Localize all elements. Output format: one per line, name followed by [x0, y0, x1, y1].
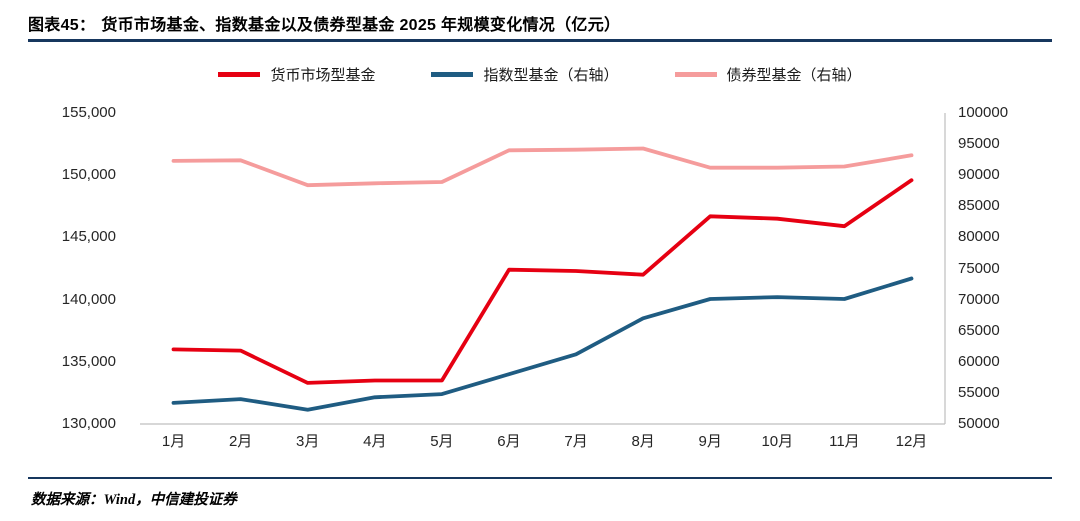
x-axis-tick: 7月: [564, 433, 588, 450]
legend-item-1: 货币市场型基金: [218, 64, 375, 85]
x-axis-tick: 8月: [631, 433, 655, 450]
x-axis-tick: 5月: [430, 433, 454, 450]
title-divider: [28, 39, 1052, 42]
x-axis-tick: 10月: [761, 433, 794, 450]
x-axis-tick: 11月: [829, 433, 860, 450]
x-axis-tick: 3月: [296, 433, 320, 450]
left-axis-tick: 155,000: [61, 104, 116, 121]
left-axis-tick: 140,000: [61, 290, 116, 308]
x-axis-tick: 4月: [363, 433, 387, 450]
right-axis-tick: 70000: [958, 290, 1000, 308]
right-axis-tick: 90000: [958, 166, 1000, 184]
legend: 货币市场型基金 指数型基金（右轴） 债券型基金（右轴）: [0, 64, 1080, 85]
legend-label: 指数型基金（右轴）: [483, 67, 619, 84]
x-axis-tick: 12月: [895, 433, 928, 450]
right-axis-tick: 75000: [958, 259, 1000, 277]
left-axis-tick: 130,000: [61, 415, 116, 432]
legend-item-3: 债券型基金（右轴）: [674, 64, 862, 85]
right-axis-tick: 100000: [958, 104, 1009, 121]
x-axis-tick: 2月: [228, 433, 253, 450]
legend-label: 货币市场型基金: [270, 67, 376, 84]
left-axis-tick: 145,000: [61, 228, 116, 246]
legend-swatch-icon: [218, 72, 261, 77]
figure-title: 货币市场基金、指数基金以及债券型基金 2025 年规模变化情况（亿元）: [101, 17, 621, 34]
x-axis-tick: 1月: [161, 433, 186, 450]
legend-item-2: 指数型基金（右轴）: [431, 64, 619, 85]
figure-header: 图表45： 货币市场基金、指数基金以及债券型基金 2025 年规模变化情况（亿元）: [28, 11, 620, 35]
chart-canvas: [140, 113, 946, 425]
data-source: 数据来源：Wind，中信建投证券: [31, 492, 237, 508]
figure-number: 图表45：: [28, 17, 96, 34]
left-axis-tick: 135,000: [61, 352, 116, 370]
right-axis-tick: 85000: [958, 197, 1000, 215]
left-axis-tick: 150,000: [61, 166, 116, 184]
right-axis-tick: 50000: [958, 415, 1000, 432]
legend-swatch-icon: [431, 72, 474, 77]
footer-divider: [28, 477, 1052, 479]
legend-label: 债券型基金（右轴）: [726, 67, 862, 84]
right-axis-tick: 55000: [958, 383, 1000, 401]
right-axis-tick: 60000: [958, 352, 1000, 370]
right-axis-tick: 65000: [958, 321, 1000, 339]
right-axis-tick: 95000: [958, 135, 1000, 153]
right-axis-tick: 80000: [958, 228, 1000, 246]
legend-swatch-icon: [674, 72, 717, 77]
series-line-1: [171, 178, 914, 385]
x-axis-tick: 9月: [698, 433, 722, 450]
series-line-2: [171, 276, 914, 412]
x-axis-tick: 6月: [497, 433, 521, 450]
series-line-3: [171, 146, 914, 188]
